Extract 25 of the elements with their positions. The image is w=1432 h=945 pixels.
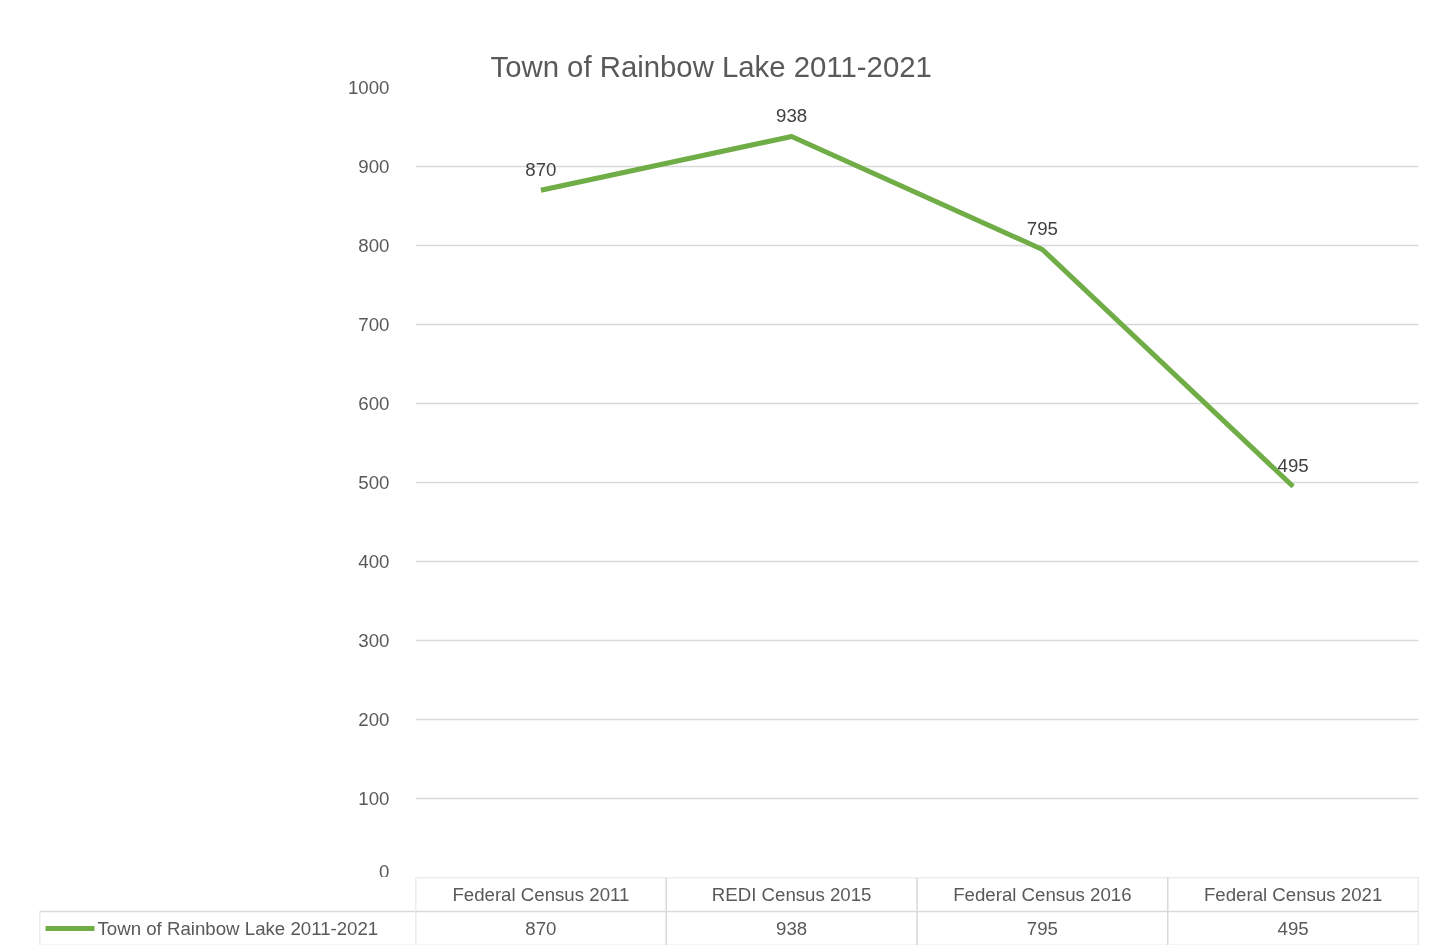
- x-tick-label: Federal Census 2016: [953, 884, 1132, 905]
- annotation: 870: [525, 159, 557, 181]
- annotation: 795: [1026, 218, 1058, 240]
- x-tick-label: Federal Census 2011: [452, 884, 630, 905]
- y-tick-label: 700: [358, 314, 390, 335]
- y-tick-label: 900: [358, 156, 390, 177]
- y-tick-label: 400: [358, 551, 390, 572]
- annotation: 938: [776, 105, 808, 127]
- legend-label: Town of Rainbow Lake 2011-2021: [97, 918, 379, 939]
- data-label: 938: [776, 918, 808, 939]
- data-label: 495: [1277, 918, 1309, 939]
- y-tick-label: 1000: [348, 77, 390, 98]
- data-label: 795: [1026, 918, 1058, 939]
- y-tick-label: 800: [358, 235, 390, 256]
- y-tick-label: 500: [358, 472, 390, 493]
- x-tick-label: Federal Census 2021: [1203, 884, 1383, 905]
- y-tick-label: 200: [358, 709, 390, 730]
- y-tick-label: 600: [358, 393, 390, 414]
- y-tick-label: 0: [379, 860, 390, 882]
- x-tick-label: REDI Census 2015: [711, 884, 872, 905]
- annotation: 495: [1277, 455, 1309, 477]
- data-label: 870: [525, 918, 557, 939]
- chart-title: Town of Rainbow Lake 2011-2021: [490, 49, 932, 83]
- y-tick-label: 300: [358, 630, 390, 651]
- y-tick-label: 100: [358, 788, 390, 809]
